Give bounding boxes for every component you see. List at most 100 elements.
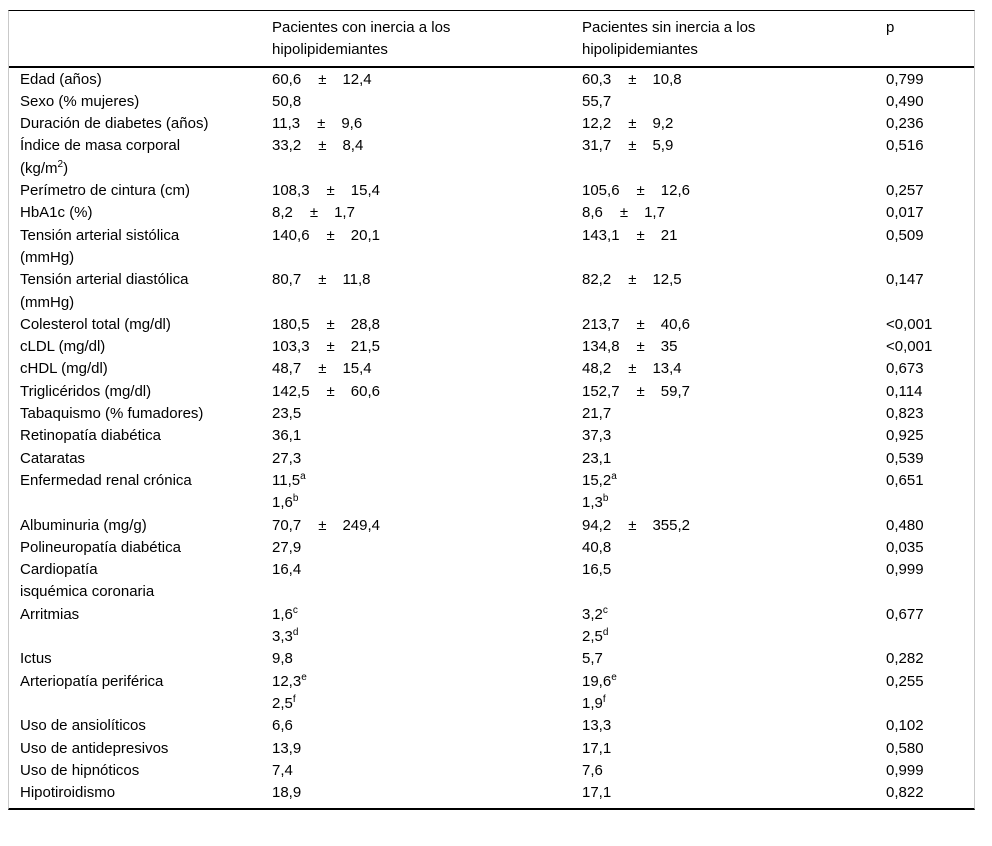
p-value: 0,114 xyxy=(886,382,923,400)
plus-minus-sign: ± xyxy=(326,226,335,244)
value-line: 23,5 xyxy=(272,405,302,423)
value-cell-con-inercia: 80,7 ±11,8 xyxy=(272,269,582,291)
value-cell-con-inercia: 36,1 xyxy=(272,425,582,447)
table-row: Índice de masa corporal (kg/m2) 33,2 ±8,4 31… xyxy=(9,135,974,180)
value-cell-con-inercia: 140,6 ±20,1 xyxy=(272,225,582,247)
value-cell-con-inercia: 27,9 xyxy=(272,537,582,559)
value-line: 18,9 xyxy=(272,784,302,802)
table-row: Uso de ansiolíticos 6,6 13,3 0,102 xyxy=(9,715,974,737)
table-row: Enfermedad renal crónica 11,5a 1,6b 15,2a 1,… xyxy=(9,470,974,515)
table-row: cHDL (mg/dl) 48,7 ±15,4 48,2 ±13,4 0,673 xyxy=(9,358,974,380)
value-line: 3,2c xyxy=(582,604,608,623)
value-line: 37,3 xyxy=(582,427,612,445)
table-body: Edad (años) 60,6 ±12,4 60,3 ±10,8 0,799 Sexo (… xyxy=(9,68,974,809)
plus-minus-sign: ± xyxy=(326,315,335,333)
p-value: 0,823 xyxy=(886,405,924,423)
plus-minus-sign: ± xyxy=(636,226,645,244)
value-cell-sin-inercia: 12,2 ±9,2 xyxy=(582,113,886,135)
table-header-row: Pacientes con inercia a los hipolipidemi… xyxy=(9,11,974,68)
value-line: 27,9 xyxy=(272,538,302,556)
value-cell-sin-inercia: 213,7 ±40,6 xyxy=(582,314,886,336)
value-line: 60,3 ±10,8 xyxy=(582,69,886,91)
table-row: Ictus 9,8 5,7 0,282 xyxy=(9,648,974,670)
value-cell-sin-inercia: 17,1 xyxy=(582,782,886,804)
value-cell-con-inercia: 27,3 xyxy=(272,448,582,470)
value-cell-sin-inercia: 82,2 ±12,5 xyxy=(582,269,886,291)
value-cell-sin-inercia: 55,7 xyxy=(582,91,886,113)
value-cell-sin-inercia: 105,6 ±12,6 xyxy=(582,180,886,202)
plus-minus-sign: ± xyxy=(628,115,637,133)
value-line: 27,3 xyxy=(272,449,302,467)
value-cell-con-inercia: 13,9 xyxy=(272,738,582,760)
table-row: Albuminuria (mg/g) 70,7 ±249,4 94,2 ±355,2 0,… xyxy=(9,515,974,537)
p-value: 0,102 xyxy=(886,717,924,735)
value-line: 12,2 ±9,2 xyxy=(582,113,886,135)
value-line: 60,6 ±12,4 xyxy=(272,69,582,91)
value-line: 143,1 ±21 xyxy=(582,225,886,247)
p-value: 0,651 xyxy=(886,471,924,489)
p-value: 0,799 xyxy=(886,70,924,88)
value-line: 134,8 ±35 xyxy=(582,336,886,358)
value-line: 8,6 ±1,7 xyxy=(582,202,886,224)
value-line: 19,6e xyxy=(582,671,617,690)
p-value: 0,255 xyxy=(886,672,924,690)
table-row: Tensión arterial sistólica (mmHg) 140,6 ±20… xyxy=(9,225,974,270)
plus-minus-sign: ± xyxy=(318,360,327,378)
row-label: Albuminuria (mg/g) xyxy=(20,516,147,534)
value-cell-con-inercia: 70,7 ±249,4 xyxy=(272,515,582,537)
plus-minus-sign: ± xyxy=(636,382,645,400)
row-label: Arteriopatía periférica xyxy=(20,672,164,690)
value-line: 55,7 xyxy=(582,92,612,110)
value-line: 5,7 xyxy=(582,650,603,668)
value-line: 2,5f xyxy=(272,693,296,712)
value-line: 50,8 xyxy=(272,92,302,110)
table-row: cLDL (mg/dl) 103,3 ±21,5 134,8 ±35 <0,001 xyxy=(9,336,974,358)
value-line: 17,1 xyxy=(582,784,612,802)
p-value: 0,580 xyxy=(886,739,924,757)
value-line: 1,6c xyxy=(272,604,298,623)
value-cell-sin-inercia: 8,6 ±1,7 xyxy=(582,202,886,224)
value-line: 48,7 ±15,4 xyxy=(272,358,582,380)
value-line: 1,6b xyxy=(272,493,299,512)
value-line: 12,3e xyxy=(272,671,307,690)
value-line: 1,9f xyxy=(582,693,606,712)
row-label: Sexo (% mujeres) xyxy=(20,92,140,110)
p-value: <0,001 xyxy=(886,338,933,356)
p-value: 0,257 xyxy=(886,182,924,200)
row-label: Uso de hipnóticos xyxy=(20,761,140,779)
value-line: 21,7 xyxy=(582,405,612,423)
value-line: 11,5a xyxy=(272,470,306,489)
value-line: 48,2 ±13,4 xyxy=(582,358,886,380)
value-cell-con-inercia: 50,8 xyxy=(272,91,582,113)
table-row: Arteriopatía periférica 12,3e 2,5f 19,6e 1,9… xyxy=(9,671,974,716)
p-value: 0,516 xyxy=(886,137,924,155)
p-value: <0,001 xyxy=(886,315,933,333)
plus-minus-sign: ± xyxy=(628,516,637,534)
value-cell-sin-inercia: 23,1 xyxy=(582,448,886,470)
plus-minus-sign: ± xyxy=(619,204,629,222)
value-cell-sin-inercia: 19,6e 1,9f xyxy=(582,671,886,716)
p-value: 0,925 xyxy=(886,427,924,445)
value-line: 152,7 ±59,7 xyxy=(582,381,886,403)
table-row: Triglicéridos (mg/dl) 142,5 ±60,6 152,7 ±59,… xyxy=(9,381,974,403)
row-label: Arritmias xyxy=(20,605,80,623)
value-line: 103,3 ±21,5 xyxy=(272,336,582,358)
table-row: Retinopatía diabética 36,1 37,3 0,925 xyxy=(9,425,974,447)
value-line: 82,2 ±12,5 xyxy=(582,269,886,291)
value-cell-sin-inercia: 21,7 xyxy=(582,403,886,425)
p-value: 0,147 xyxy=(886,271,924,289)
value-cell-sin-inercia: 134,8 ±35 xyxy=(582,336,886,358)
value-cell-con-inercia: 8,2 ±1,7 xyxy=(272,202,582,224)
value-line: 16,5 xyxy=(582,561,612,579)
row-label: cHDL (mg/dl) xyxy=(20,360,108,378)
value-line: 36,1 xyxy=(272,427,302,445)
table-row: Polineuropatía diabética 27,9 40,8 0,035 xyxy=(9,537,974,559)
p-value: 0,236 xyxy=(886,115,924,133)
p-value: 0,035 xyxy=(886,538,924,556)
table-row: Arritmias 1,6c 3,3d 3,2c 2,5d 0,677 xyxy=(9,604,974,649)
value-line: 40,8 xyxy=(582,538,612,556)
p-value: 0,509 xyxy=(886,226,924,244)
table-row: Tensión arterial diastólica (mmHg) 80,7 ±11… xyxy=(9,269,974,314)
value-line: 108,3 ±15,4 xyxy=(272,180,582,202)
header-col-sin-inercia: Pacientes sin inercia a los hipolipidemi… xyxy=(582,19,756,59)
